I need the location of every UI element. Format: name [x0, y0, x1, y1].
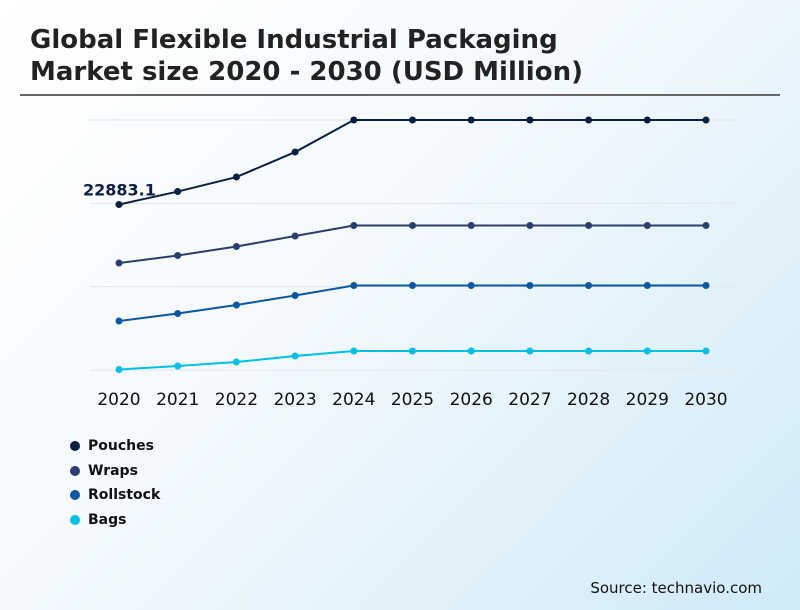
data-point	[643, 116, 651, 124]
data-point	[702, 282, 710, 290]
data-point	[467, 222, 475, 230]
data-point	[232, 243, 240, 251]
legend-item-pouches: Pouches	[70, 434, 160, 459]
data-point	[350, 347, 358, 355]
chart-title: Global Flexible Industrial Packaging Mar…	[30, 24, 583, 88]
data-point	[702, 347, 710, 355]
data-point	[174, 362, 182, 370]
legend-label: Wraps	[88, 462, 138, 479]
x-tick-label: 2027	[508, 390, 551, 410]
data-point	[350, 222, 358, 230]
series-line-wraps	[118, 224, 706, 264]
data-point	[643, 222, 651, 230]
data-point	[526, 347, 534, 355]
x-tick-label: 2030	[684, 390, 727, 410]
data-point	[643, 347, 651, 355]
data-point	[232, 173, 240, 181]
x-tick-label: 2022	[215, 390, 258, 410]
legend-label: Bags	[88, 511, 127, 528]
data-point	[115, 201, 123, 209]
legend-dot-icon	[70, 441, 80, 452]
data-point	[232, 301, 240, 309]
x-tick-label: 2028	[567, 390, 610, 410]
data-point	[585, 222, 593, 230]
x-tick-label: 2020	[97, 390, 140, 410]
data-point	[585, 116, 593, 124]
data-point	[115, 259, 123, 267]
data-label: 22883.1	[83, 181, 156, 200]
data-point	[350, 116, 358, 124]
data-point	[467, 116, 475, 124]
data-point	[291, 232, 299, 240]
line-chart: 2020 2021 2022 2023 2024 2025 2026 2027 2028 2029…	[83, 116, 736, 410]
data-point	[702, 222, 710, 230]
data-point	[174, 188, 182, 196]
x-tick-label: 2025	[391, 390, 434, 410]
legend-item-wraps: Wraps	[70, 459, 160, 484]
title-line-2: Market size 2020 - 2030 (USD Million)	[30, 57, 583, 87]
x-tick-label: 2021	[156, 390, 199, 410]
legend-dot-icon	[70, 514, 80, 525]
series-line-rollstock	[118, 284, 706, 322]
data-point	[409, 222, 416, 230]
legend-label: Rollstock	[88, 487, 161, 504]
series-line-pouches	[118, 119, 706, 206]
title-line-1: Global Flexible Industrial Packaging	[30, 25, 558, 55]
data-point	[115, 317, 123, 325]
data-point	[291, 292, 299, 300]
legend-dot-icon	[70, 465, 80, 476]
data-point	[232, 358, 240, 366]
legend-dot-icon	[70, 490, 80, 501]
legend: Pouches Wraps Rollstock Bags	[70, 434, 160, 532]
data-point	[702, 116, 710, 124]
x-tick-label: 2024	[332, 390, 375, 410]
data-point	[174, 309, 182, 317]
data-point	[467, 347, 475, 355]
x-tick-label: 2029	[626, 390, 669, 410]
source-text: Source: technavio.com	[590, 579, 762, 597]
data-point	[585, 282, 593, 290]
data-point	[291, 148, 299, 156]
data-point	[350, 282, 358, 290]
x-tick-label: 2023	[273, 390, 316, 410]
data-point	[526, 282, 534, 290]
data-point	[643, 282, 651, 290]
legend-label: Pouches	[88, 438, 154, 455]
data-point	[467, 282, 475, 290]
title-divider	[20, 94, 780, 96]
data-point	[174, 252, 182, 260]
legend-item-bags: Bags	[70, 508, 160, 533]
data-point	[409, 116, 416, 124]
legend-item-rollstock: Rollstock	[70, 483, 160, 508]
x-tick-label: 2026	[450, 390, 493, 410]
data-point	[526, 116, 534, 124]
data-point	[409, 282, 416, 290]
data-point	[291, 352, 299, 360]
data-point	[585, 347, 593, 355]
data-point	[115, 366, 123, 374]
data-point	[409, 347, 416, 355]
data-point	[526, 222, 534, 230]
